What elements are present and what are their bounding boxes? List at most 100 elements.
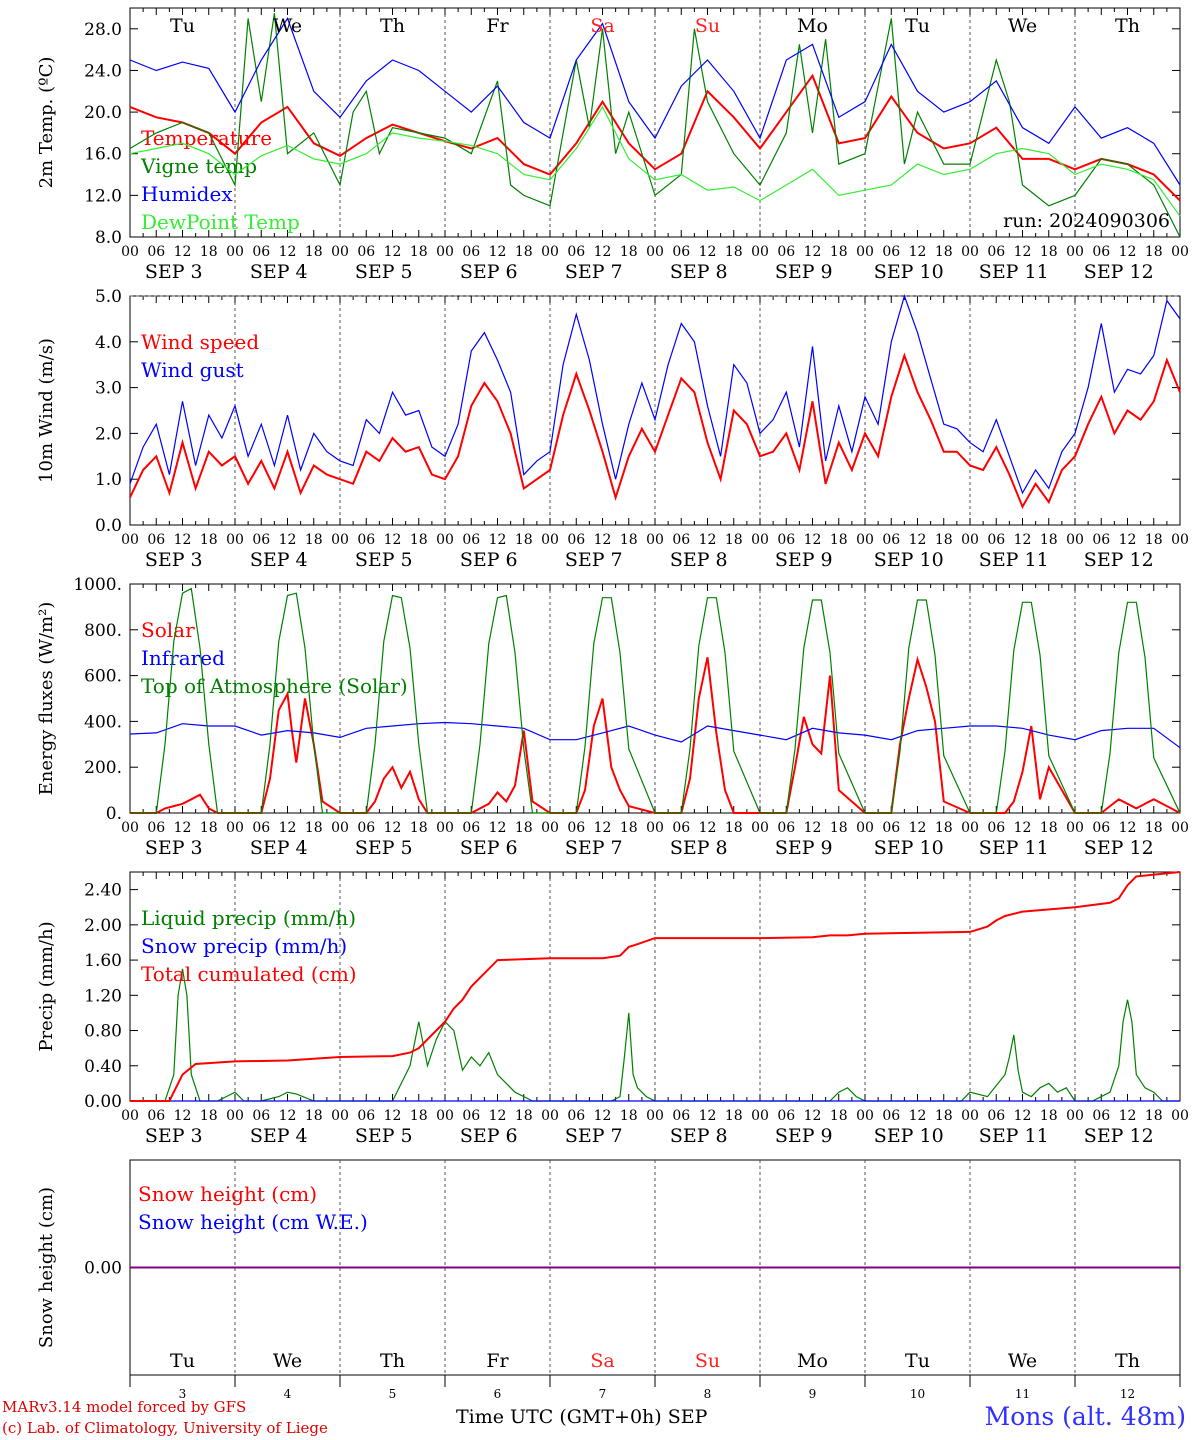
hour-label: 12 (594, 532, 612, 548)
date-label: SEP 9 (775, 261, 833, 283)
date-label: SEP 4 (250, 1125, 308, 1147)
legend-entry: Liquid precip (mm/h) (141, 906, 356, 930)
hour-label: 00 (331, 820, 349, 836)
y-tick-label: 1.20 (84, 986, 122, 1006)
hour-label: 18 (935, 244, 953, 260)
hour-label: 12 (909, 244, 927, 260)
hour-label: 00 (646, 1108, 664, 1124)
day-name: Tu (170, 15, 195, 37)
day-name: Tu (905, 1350, 930, 1372)
day-number: 6 (494, 1387, 502, 1401)
y-tick-label: 4.0 (95, 333, 122, 353)
hour-label: 18 (305, 820, 323, 836)
hour-label: 18 (200, 244, 218, 260)
date-label: SEP 5 (355, 837, 413, 859)
date-label: SEP 8 (670, 837, 728, 859)
y-tick-label: 1.0 (95, 470, 122, 490)
legend-entry: Wind gust (141, 358, 244, 382)
legend-entry: Snow height (cm) (138, 1182, 317, 1206)
hour-label: 12 (174, 532, 192, 548)
hour-label: 18 (1040, 820, 1058, 836)
hour-label: 12 (1119, 244, 1137, 260)
run-label: run: 2024090306 (1003, 210, 1170, 232)
y-tick-label: 24.0 (84, 61, 122, 81)
date-label: SEP 12 (1084, 837, 1154, 859)
hour-label: 18 (515, 244, 533, 260)
hour-label: 18 (830, 532, 848, 548)
hour-label: 06 (1092, 1108, 1110, 1124)
y-tick-label: 0. (106, 804, 122, 824)
hour-label: 12 (804, 244, 822, 260)
y-tick-label: 5.0 (95, 287, 122, 307)
legend-entry: Humidex (141, 182, 233, 206)
hour-label: 12 (1014, 1108, 1032, 1124)
y-tick-label: 0.40 (84, 1057, 122, 1077)
series-wind-gust (129, 294, 1181, 495)
date-label: SEP 7 (565, 837, 623, 859)
y-tick-label: 2.40 (84, 881, 122, 901)
legend-entry: DewPoint Temp (141, 210, 300, 234)
hour-label: 18 (200, 820, 218, 836)
date-label: SEP 4 (250, 549, 308, 571)
y-tick-label: 200. (84, 758, 122, 778)
day-name: Tu (170, 1350, 195, 1372)
hour-label: 18 (935, 532, 953, 548)
hour-label: 06 (252, 820, 270, 836)
y-axis-label: 10m Wind (m/s) (36, 338, 57, 483)
hour-label: 18 (620, 1108, 638, 1124)
date-label: SEP 6 (460, 1125, 518, 1147)
hour-label: 12 (174, 820, 192, 836)
hour-label: 00 (751, 244, 769, 260)
hour-label: 18 (1040, 1108, 1058, 1124)
hour-label: 12 (489, 244, 507, 260)
hour-label: 12 (804, 1108, 822, 1124)
y-tick-label: 800. (84, 621, 122, 641)
hour-label: 00 (121, 820, 139, 836)
hour-label: 18 (1145, 244, 1163, 260)
hour-label: 18 (410, 1108, 428, 1124)
hour-label: 00 (121, 244, 139, 260)
hour-label: 18 (620, 532, 638, 548)
hour-label: 12 (804, 532, 822, 548)
date-label: SEP 7 (565, 261, 623, 283)
hour-label: 18 (620, 820, 638, 836)
hour-label: 12 (489, 820, 507, 836)
hour-label: 06 (672, 820, 690, 836)
series-dewpoint-temp (129, 105, 1181, 217)
hour-label: 00 (331, 244, 349, 260)
y-tick-label: 1000. (73, 575, 122, 595)
day-name: Mo (797, 15, 828, 37)
hour-label: 00 (751, 1108, 769, 1124)
hour-label: 18 (1145, 532, 1163, 548)
legend-entry: Vigne temp (140, 154, 257, 178)
hour-label: 06 (462, 532, 480, 548)
hour-label: 18 (725, 532, 743, 548)
model-credit: MARv3.14 model forced by GFS (2, 1398, 247, 1416)
hour-label: 00 (1066, 1108, 1084, 1124)
hour-label: 12 (699, 820, 717, 836)
day-name: Th (1115, 1350, 1140, 1372)
y-axis-label: Energy fluxes (W/m²) (36, 602, 57, 796)
day-number: 4 (284, 1387, 292, 1401)
y-tick-label: 2.00 (84, 916, 122, 936)
time-axis-title: Time UTC (GMT+0h) SEP (456, 1406, 708, 1428)
hour-label: 18 (620, 244, 638, 260)
hour-label: 06 (252, 244, 270, 260)
hour-label: 18 (1040, 532, 1058, 548)
day-name: Tu (905, 15, 930, 37)
legend-entry: Snow precip (mm/h) (141, 934, 347, 958)
hour-label: 06 (357, 1108, 375, 1124)
y-tick-label: 28.0 (84, 20, 122, 40)
hour-label: 06 (147, 244, 165, 260)
hour-label: 00 (331, 532, 349, 548)
hour-label: 00 (121, 532, 139, 548)
hour-label: 12 (174, 244, 192, 260)
hour-label: 12 (279, 532, 297, 548)
hour-label: 06 (672, 532, 690, 548)
date-label: SEP 11 (979, 549, 1049, 571)
hour-label: 06 (987, 244, 1005, 260)
hour-label: 06 (462, 1108, 480, 1124)
hour-label: 18 (410, 820, 428, 836)
date-label: SEP 12 (1084, 1125, 1154, 1147)
hour-label: 00 (856, 532, 874, 548)
